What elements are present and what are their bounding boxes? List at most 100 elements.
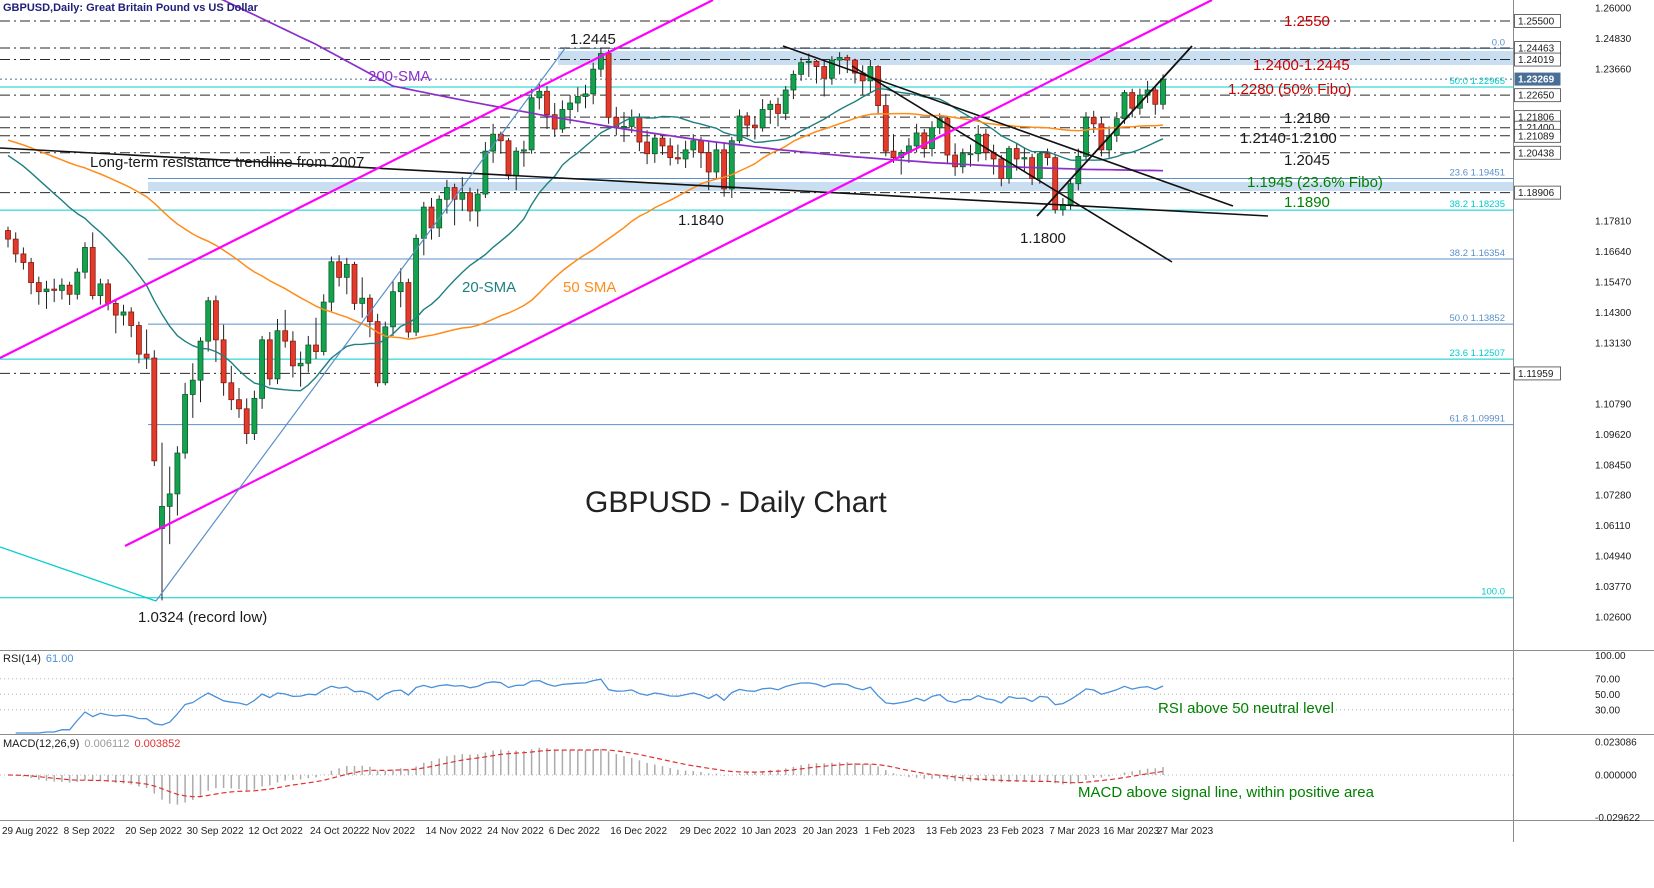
date-label: 14 Nov 2022 (426, 826, 483, 837)
candle (682, 149, 689, 160)
date-label: 30 Sep 2022 (187, 826, 244, 837)
macd-signal-line (7, 749, 1164, 798)
long-term-resistance-trendline-2007[interactable] (0, 147, 1269, 217)
candle (959, 153, 966, 168)
candle (544, 90, 550, 116)
candle (328, 261, 335, 303)
date-label: 10 Jan 2023 (741, 826, 796, 837)
candle (929, 127, 935, 149)
time-scale-area[interactable] (0, 820, 1513, 842)
price-level-box (1514, 366, 1561, 381)
candle (821, 66, 828, 79)
candle (436, 198, 443, 229)
chart-title: GBPUSD,Daily: Great Britain Pound vs US … (3, 2, 258, 14)
fibo-blue-label: 0.0 (1492, 37, 1505, 48)
candle (220, 339, 227, 384)
price-level-label: 1.24463 (1518, 44, 1555, 55)
candle (705, 152, 712, 173)
date-label: 27 Mar 2023 (1157, 826, 1214, 837)
price-level-box (1514, 88, 1561, 103)
annotation: MACD above signal line, within positive … (1078, 784, 1375, 801)
fibo-blue-label: 23.6 1.19451 (1450, 167, 1505, 178)
cyan-fibo-baseline[interactable] (0, 546, 157, 602)
candle (1067, 183, 1074, 205)
annotation: 1.0324 (record low) (138, 609, 267, 626)
current-price-label: 1.23269 (1518, 75, 1555, 86)
sma-200-line (220, 0, 1164, 172)
candle (1129, 92, 1136, 109)
candle (366, 297, 373, 323)
date-label: 13 Feb 2023 (926, 826, 983, 837)
candle (259, 339, 266, 399)
fibo-cyan-label: 38.2 1.18235 (1450, 199, 1505, 210)
descending-trendline-upper[interactable] (782, 45, 1234, 207)
candle (274, 330, 281, 380)
candle (228, 382, 235, 401)
candle (289, 340, 296, 367)
chart-plot-area[interactable] (0, 0, 1513, 650)
price-level-label: 1.18906 (1518, 188, 1555, 199)
date-label: 24 Nov 2022 (487, 826, 544, 837)
magenta-channel-lower[interactable] (124, 0, 1213, 547)
rsi-indicator-label: RSI(14) 61.00 (3, 653, 73, 665)
macd-name: MACD(12,26,9) (3, 738, 80, 750)
blue-fibo-baseline[interactable] (155, 46, 567, 602)
candle (166, 493, 173, 507)
annotation: 1.2280 (50% Fibo) (1228, 81, 1351, 98)
annotation: 20-SMA (462, 279, 516, 296)
annotation: RSI above 50 neutral level (1158, 700, 1334, 717)
price-tick-label: 1.17810 (1595, 217, 1632, 228)
descending-trendline-lower[interactable] (851, 65, 1173, 263)
resistance-zone-1.2400-1.2445 (558, 51, 1513, 65)
candle (790, 73, 797, 91)
candle (182, 394, 189, 454)
annotation: 1.2140-1.2100 (1240, 130, 1337, 147)
annotation: 1.2445 (570, 31, 616, 48)
macd-indicator-label: MACD(12,26,9) 0.006112 0.003852 (3, 738, 180, 750)
candle (813, 60, 820, 67)
price-tick-label: 1.02600 (1595, 613, 1632, 624)
candle (890, 150, 897, 159)
candle (343, 263, 350, 278)
price-scale-area[interactable] (1513, 0, 1654, 842)
candle (282, 330, 289, 342)
candle (690, 140, 697, 151)
macd-signal-value: 0.003852 (134, 738, 181, 750)
candle (459, 192, 466, 200)
candle (759, 109, 766, 129)
date-label: 6 Dec 2022 (549, 826, 601, 837)
ascending-trendline-march[interactable] (1036, 45, 1193, 217)
candle (413, 237, 420, 333)
candle (521, 149, 527, 152)
date-label: 16 Dec 2022 (610, 826, 667, 837)
annotation: 1.1890 (1284, 194, 1330, 211)
candle (528, 97, 535, 151)
candle (143, 353, 150, 359)
candle (659, 137, 666, 147)
rsi-scale-label: 100.00 (1595, 651, 1626, 662)
date-label: 16 Mar 2023 (1103, 826, 1160, 837)
candle (582, 93, 589, 97)
candle (89, 247, 96, 296)
candle (644, 141, 650, 155)
price-level-label: 1.20438 (1518, 148, 1555, 159)
candle (829, 59, 835, 79)
candle (844, 57, 851, 61)
date-label: 20 Sep 2022 (125, 826, 182, 837)
sma-50-line (7, 112, 1164, 340)
price-level-box (1514, 185, 1561, 200)
candle (313, 344, 319, 352)
annotation: 1.2400-1.2445 (1253, 57, 1350, 74)
price-level-box (1514, 52, 1561, 67)
date-label: 20 Jan 2023 (803, 826, 858, 837)
candle (20, 253, 27, 263)
candle (243, 408, 250, 434)
candle (713, 149, 720, 173)
candle (151, 357, 158, 462)
candle (236, 399, 242, 410)
candle (1090, 116, 1097, 125)
price-level-label: 1.21806 (1518, 113, 1555, 124)
magenta-channel-upper[interactable] (0, 0, 714, 359)
date-label: 8 Sep 2022 (64, 826, 116, 837)
